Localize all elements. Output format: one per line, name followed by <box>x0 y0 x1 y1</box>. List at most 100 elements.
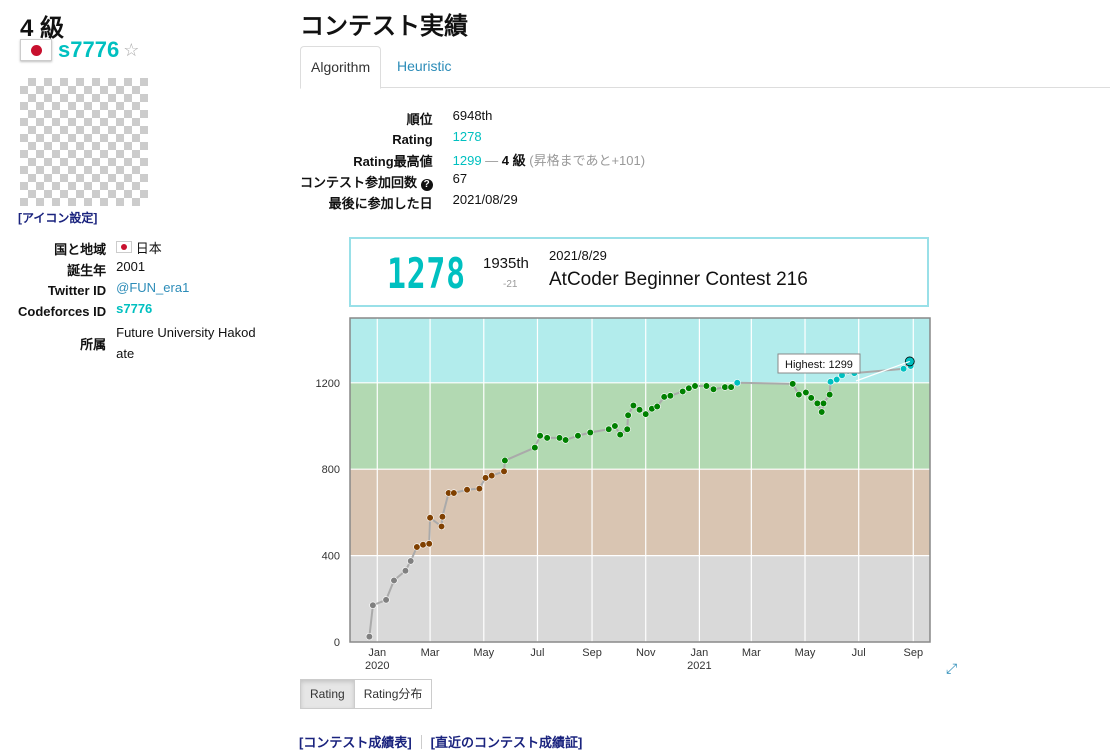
rating-point <box>574 432 582 440</box>
expand-icon[interactable]: ⤢ <box>946 660 958 676</box>
profile-row-country: 国と地域 日本 <box>18 238 256 259</box>
affiliation-value: Future University Hakodate <box>116 325 256 361</box>
rating-point <box>629 401 637 410</box>
max-class: 4 級 <box>501 153 526 168</box>
twitter-link[interactable]: @FUN_era1 <box>116 280 190 295</box>
rating-point <box>426 514 434 522</box>
card-rating-diff: -21 <box>503 279 518 290</box>
chart-border <box>349 317 931 643</box>
rating-point <box>437 522 446 531</box>
link-separator <box>420 734 422 749</box>
rating-band <box>350 555 930 642</box>
card-rank: 1935th <box>483 255 529 272</box>
max-rating-value: 1299 <box>452 153 482 168</box>
x-tick-label: Nov <box>636 647 656 659</box>
rating-point <box>475 485 483 493</box>
profile-value: 日本 <box>116 238 256 259</box>
x-tick-label: May <box>473 647 494 659</box>
stat-label: Rating最高値 <box>353 154 433 169</box>
rating-point <box>605 425 613 433</box>
rating-band <box>350 382 930 470</box>
card-date: 2021/8/29 <box>549 248 607 263</box>
rating-point <box>660 393 668 401</box>
stats-row-rating: Rating 1278 <box>300 129 645 150</box>
rating-line <box>368 359 912 637</box>
rating-point <box>401 567 410 575</box>
rating-point <box>789 380 797 388</box>
rating-point <box>488 472 496 480</box>
rating-point <box>382 596 390 604</box>
x-tick-label: Mar <box>421 647 440 659</box>
stat-label: コンテスト参加回数 <box>300 175 418 190</box>
rating-point <box>555 434 564 442</box>
rating-point <box>899 365 908 373</box>
rating-point <box>425 540 433 548</box>
rating-point <box>500 467 508 475</box>
rating-point <box>369 601 377 609</box>
rating-band <box>350 469 930 556</box>
username: s7776 <box>58 37 120 62</box>
profile-row-affiliation: 所属 Future University Hakodate <box>18 322 256 364</box>
x-tick-label: Sep <box>903 647 923 659</box>
country-value: 日本 <box>135 241 162 256</box>
birth-year-value: 2001 <box>116 259 146 274</box>
help-icon[interactable]: ? <box>420 179 433 191</box>
x-tick-label: Mar <box>742 647 761 659</box>
stat-label: 順位 <box>406 112 433 127</box>
contest-results-link[interactable]: [コンテスト成績表] <box>299 735 412 750</box>
x-tick-label: Sep <box>582 647 602 659</box>
stats-row-count: コンテスト参加回数 ? 67 <box>300 171 645 192</box>
y-tick-label: 800 <box>322 464 340 476</box>
card-rating: 1278 <box>387 249 466 298</box>
recent-certificate-link[interactable]: [直近のコンテスト成績証] <box>430 735 583 750</box>
user-rank-title: 4 級 <box>20 15 65 42</box>
rating-point <box>463 486 471 494</box>
rating-point <box>653 402 661 411</box>
profile-label: 国と地域 <box>54 242 107 257</box>
rating-button[interactable]: Rating <box>300 679 355 709</box>
codeforces-link[interactable]: s7776 <box>116 301 153 316</box>
rating-point <box>702 382 711 390</box>
highest-label-box <box>777 353 861 374</box>
rating-point <box>365 633 373 641</box>
last-date-value: 2021/08/29 <box>452 192 518 207</box>
rating-point <box>709 385 718 393</box>
rating-point <box>586 428 594 437</box>
stats-row-last: 最後に参加した日 2021/08/29 <box>300 192 645 213</box>
y-tick-label: 1200 <box>316 378 340 390</box>
rating-distribution-button[interactable]: Rating分布 <box>354 679 433 709</box>
x-tick-label: Jul <box>852 647 866 659</box>
favorite-star-icon[interactable]: ☆ <box>123 39 140 60</box>
stats-row-max: Rating最高値 1299 — 4 級 (昇格まであと+101) <box>300 150 645 171</box>
rating-point <box>543 434 551 442</box>
x-tick-year: 2020 <box>365 660 389 672</box>
tab-algorithm[interactable]: Algorithm <box>300 46 382 89</box>
rating-point <box>691 382 699 390</box>
y-tick-label: 400 <box>322 551 340 563</box>
japan-flag-icon <box>20 39 52 61</box>
page-title: コンテスト実績 <box>300 13 468 40</box>
rating-point <box>419 541 427 549</box>
profile-row-birth: 誕生年 2001 <box>18 259 256 280</box>
rating-point <box>438 513 447 521</box>
rating-point <box>679 387 687 396</box>
profile-table: 国と地域 日本 誕生年 2001 Twitter ID @FUN_era1 Co… <box>18 238 256 364</box>
rating-point <box>531 444 539 452</box>
rating-point <box>642 410 650 418</box>
x-tick-label: Jul <box>530 647 544 659</box>
rating-point <box>813 399 821 407</box>
tab-heuristic[interactable]: Heuristic <box>397 58 452 74</box>
rating-point <box>501 456 509 465</box>
highest-pointer <box>855 360 910 382</box>
icon-settings-link[interactable]: [アイコン設定] <box>18 211 98 225</box>
highest-label: Highest: 1299 <box>785 359 853 371</box>
stat-label: 最後に参加した日 <box>328 196 433 211</box>
rating-point <box>616 431 624 439</box>
rating-point <box>481 474 490 482</box>
rating-point <box>623 425 631 433</box>
contest-card: 1278 1935th -21 2021/8/29 AtCoder Beginn… <box>349 237 929 307</box>
rating-point <box>611 422 619 430</box>
chart-toggle-group: Rating Rating分布 <box>300 679 433 709</box>
profile-row-codeforces: Codeforces ID s7776 <box>18 301 256 322</box>
